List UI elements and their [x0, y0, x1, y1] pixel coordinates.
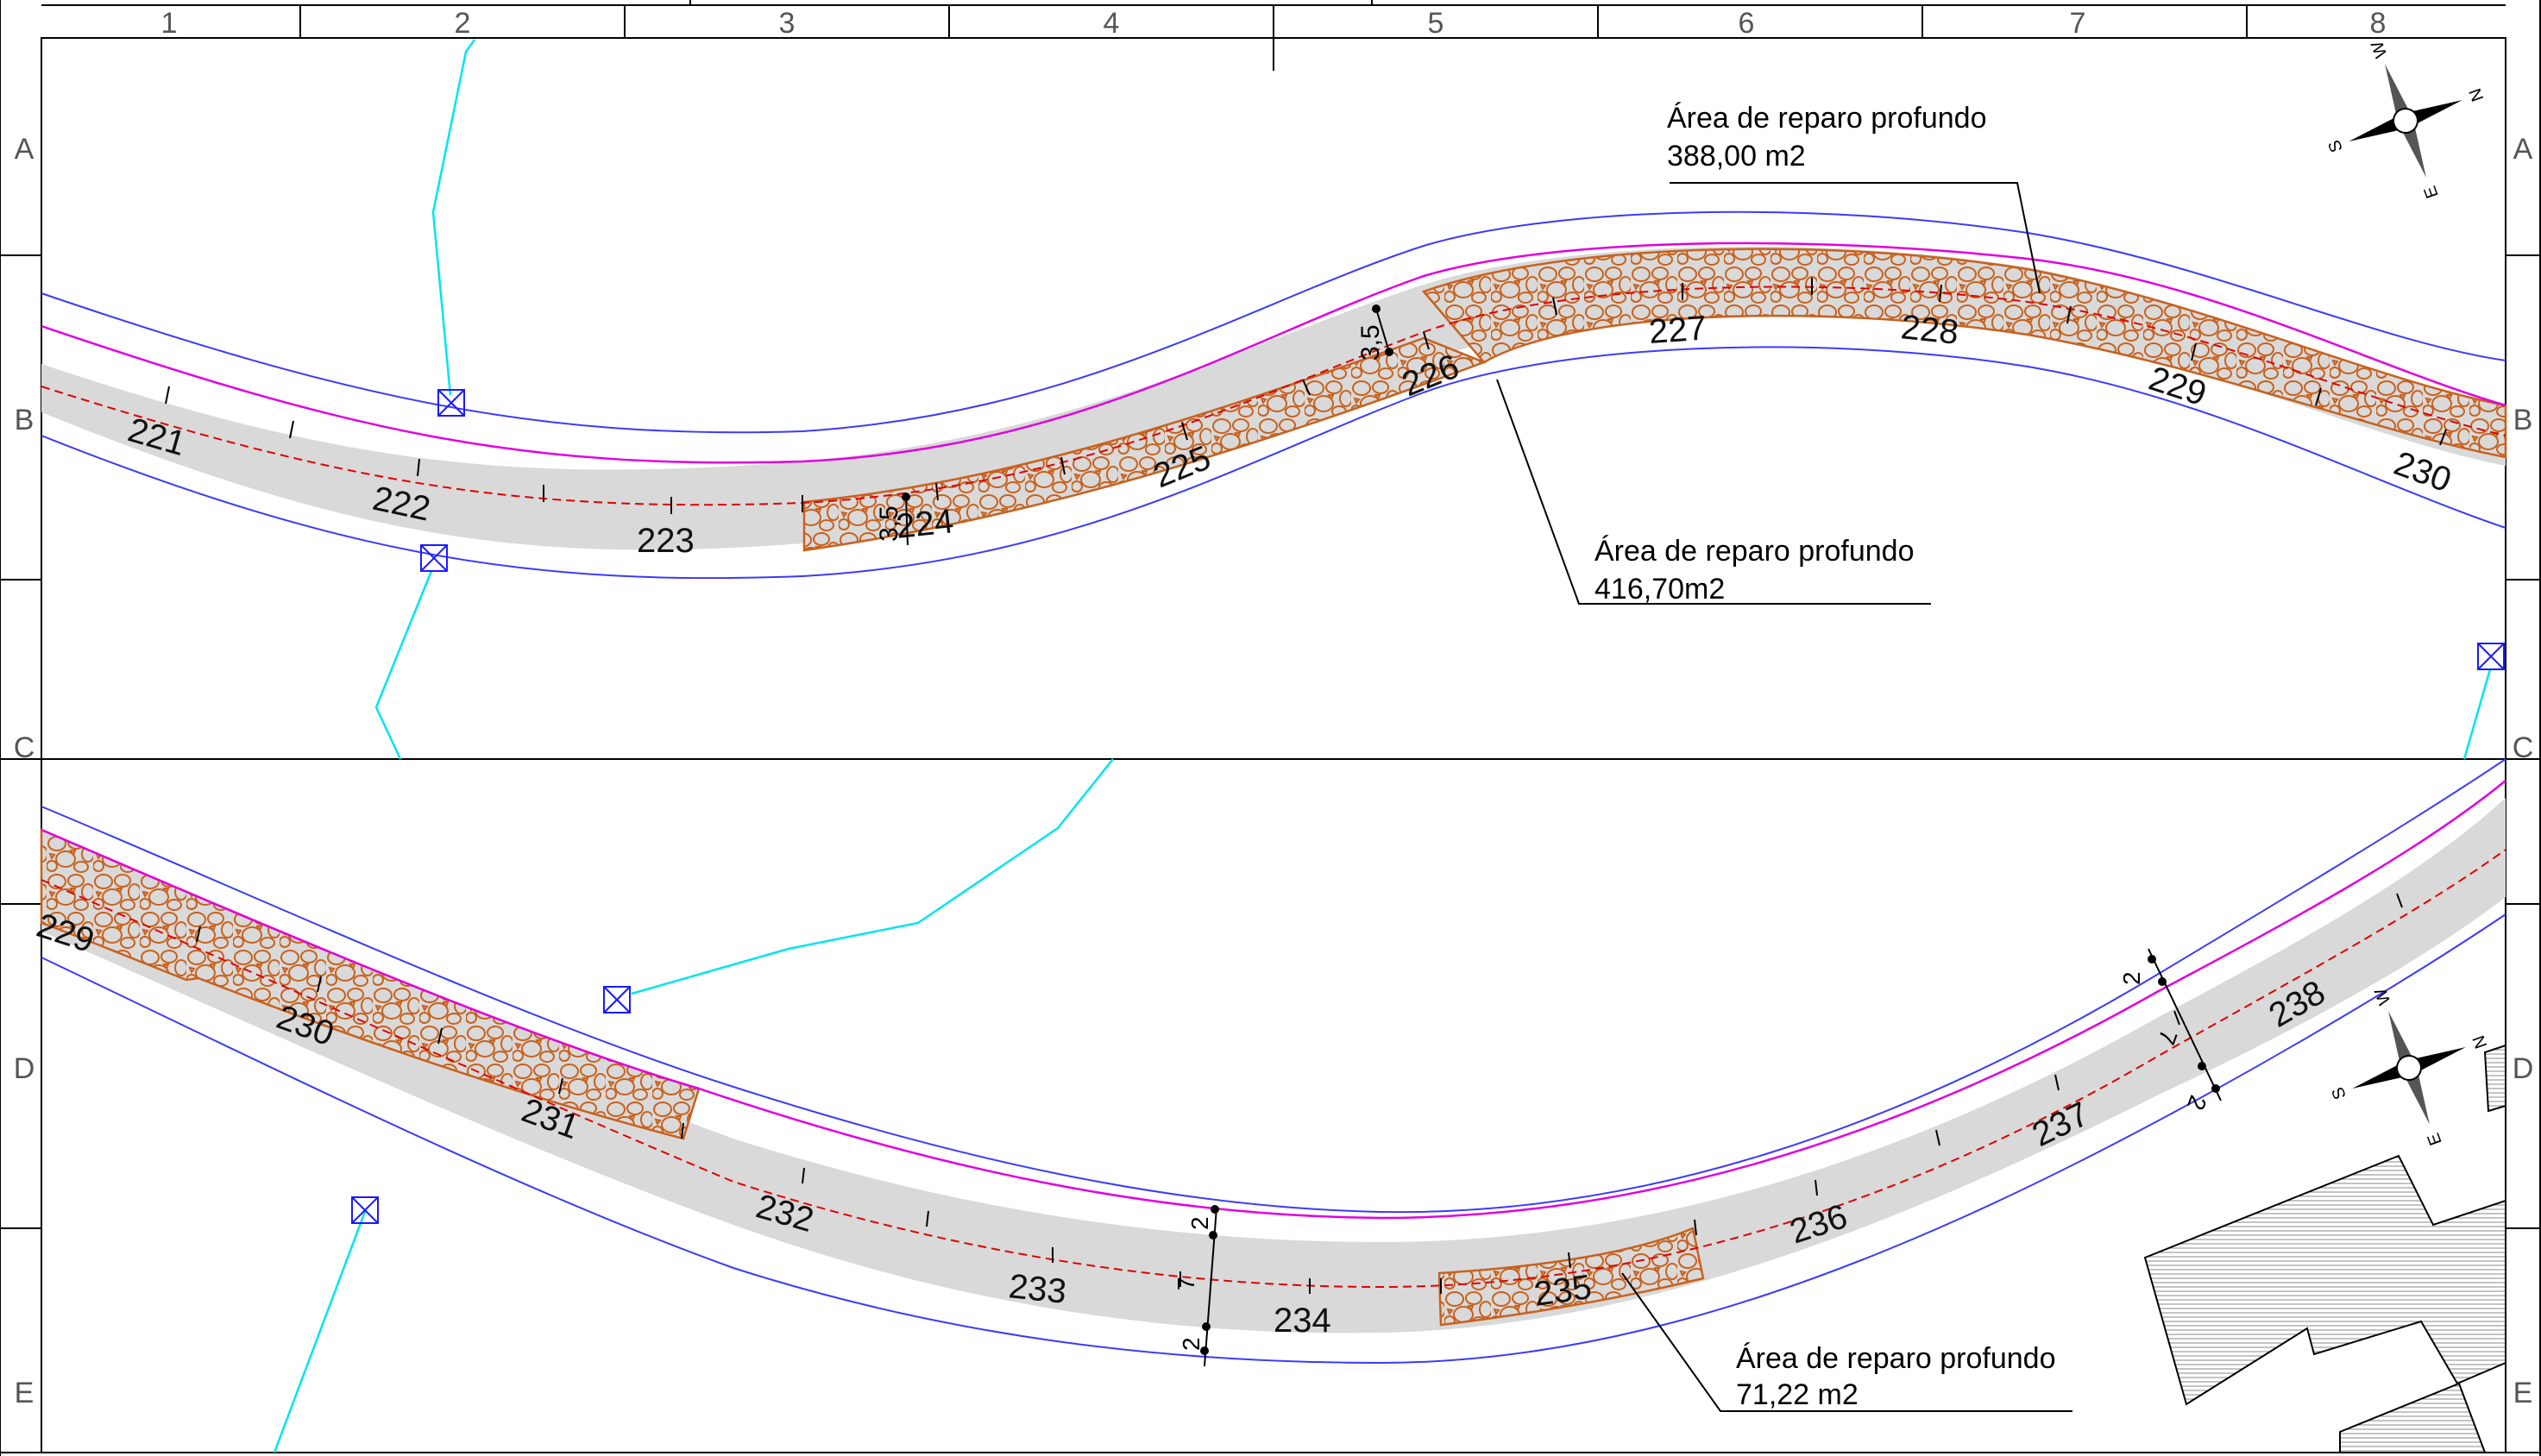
top-annotation-leaders	[1496, 182, 2041, 605]
compass-rose-top: S W E N	[2325, 39, 2488, 201]
drain-inlet-icon	[420, 544, 448, 572]
bottom-station-ticks	[196, 893, 2403, 1294]
building-outline-lower	[2339, 1382, 2487, 1453]
annotation-71: Área de reparo profundo 71,22 m2	[1736, 1342, 2055, 1411]
station-223: 223	[637, 522, 695, 560]
drain-inlet-icon	[437, 389, 465, 417]
row-label-d: D	[14, 1052, 35, 1085]
column-label-4: 4	[1104, 7, 1120, 40]
annotation-388: Área de reparo profundo 388,00 m2	[1667, 102, 1986, 173]
top-magenta-line	[41, 242, 2506, 464]
top-viewport: 221 222 223 224 225 226 227 228 229 230 …	[41, 39, 2507, 760]
column-labels: 1 2 3 4 5 6 7 8	[161, 7, 2387, 40]
building-outline-upper	[2483, 1044, 2506, 1113]
dimension-2-bottom-r: 2	[2182, 1092, 2211, 1114]
compass-w-label: W	[2368, 39, 2391, 60]
row-labels-right: A B C D E	[2513, 133, 2534, 1409]
top-station-ticks	[165, 278, 2447, 514]
compass-s-label: S	[2329, 1084, 2350, 1101]
drain-inlet-icon	[2477, 643, 2505, 670]
station-227: 227	[1648, 309, 1708, 351]
row-label-b: B	[15, 404, 35, 436]
top-edge-line-outer-lower	[41, 346, 2506, 580]
annotation-value: 71,22 m2	[1736, 1378, 1859, 1411]
drain-inlet-icon	[351, 1196, 379, 1224]
station-235: 235	[1532, 1268, 1594, 1314]
annotation-title: Área de reparo profundo	[1667, 102, 1986, 135]
dimension-2-top-r: 2	[2118, 971, 2145, 985]
compass-n-label: N	[2466, 85, 2488, 104]
top-drainage-lines	[374, 39, 2492, 760]
row-label-c: C	[14, 731, 35, 764]
building-outline	[2143, 1154, 2506, 1406]
station-234: 234	[1274, 1302, 1331, 1340]
bottom-road-surface	[41, 798, 2506, 1334]
bottom-drain-inlets	[351, 986, 631, 1224]
dimension-7: 7	[1173, 1277, 1199, 1290]
annotation-416: Área de reparo profundo 416,70m2	[1594, 535, 1914, 606]
column-label-7: 7	[2070, 7, 2086, 40]
column-label-3: 3	[779, 7, 796, 40]
station-230: 230	[2389, 444, 2456, 499]
annotation-title: Área de reparo profundo	[1594, 535, 1914, 568]
bottom-edge-line-upper	[41, 758, 2506, 1214]
top-dimension-a: 3,5	[875, 493, 910, 546]
bottom-annotation-leader	[1621, 1272, 2072, 1412]
bottom-center-line	[41, 849, 2506, 1289]
station-228: 228	[1899, 308, 1960, 352]
compass-e-label: E	[2420, 184, 2442, 201]
compass-s-label: S	[2325, 137, 2347, 154]
row-labels-left: A B C D E	[14, 133, 35, 1409]
top-edge-line-outer-upper	[41, 210, 2506, 434]
row-label-b-right: B	[2513, 404, 2533, 436]
top-drain-inlets	[420, 389, 2505, 670]
dimension-2-top: 2	[1186, 1216, 1213, 1230]
row-label-a-right: A	[2513, 133, 2533, 166]
bottom-drainage-lines	[273, 758, 1114, 1453]
compass-n-label: N	[2469, 1032, 2492, 1051]
bottom-edge-line-lower	[41, 913, 2506, 1365]
bottom-repair-area-left	[40, 828, 701, 1140]
drain-inlet-icon	[603, 986, 631, 1014]
bottom-buildings	[2143, 1044, 2506, 1453]
column-ruler	[299, 0, 2248, 71]
top-center-line	[41, 286, 2506, 506]
annotation-value: 388,00 m2	[1667, 140, 1806, 173]
column-label-5: 5	[1428, 7, 1444, 40]
row-label-d-right: D	[2513, 1052, 2534, 1085]
bottom-repair-area-mid	[1437, 1227, 1705, 1327]
station-224: 224	[894, 502, 955, 546]
annotation-title: Área de reparo profundo	[1736, 1342, 2055, 1375]
row-label-e: E	[15, 1377, 35, 1409]
row-label-e-right: E	[2513, 1377, 2533, 1409]
dimension-3-5-a: 3,5	[875, 505, 903, 542]
bottom-dimension-left: 2 7 2	[1173, 1205, 1219, 1367]
bottom-magenta-line	[41, 780, 2506, 1220]
column-label-8: 8	[2370, 7, 2387, 40]
bottom-viewport: 229 230 231 232 233 234 235 236 237 238 …	[32, 758, 2506, 1453]
top-repair-area-right	[1421, 248, 2507, 459]
compass-w-label: W	[2371, 986, 2394, 1007]
column-label-6: 6	[1739, 7, 1755, 40]
dimension-3-5-b: 3,5	[1356, 324, 1385, 361]
top-dimension-b: 3,5	[1356, 304, 1393, 361]
annotation-value: 416,70m2	[1594, 573, 1725, 606]
column-label-2: 2	[455, 7, 471, 40]
dimension-2-bottom: 2	[1178, 1337, 1204, 1351]
row-label-c-right: C	[2513, 731, 2534, 764]
column-label-1: 1	[161, 7, 178, 40]
station-233: 233	[1007, 1267, 1068, 1311]
compass-e-label: E	[2424, 1131, 2445, 1148]
row-label-a: A	[15, 133, 35, 166]
